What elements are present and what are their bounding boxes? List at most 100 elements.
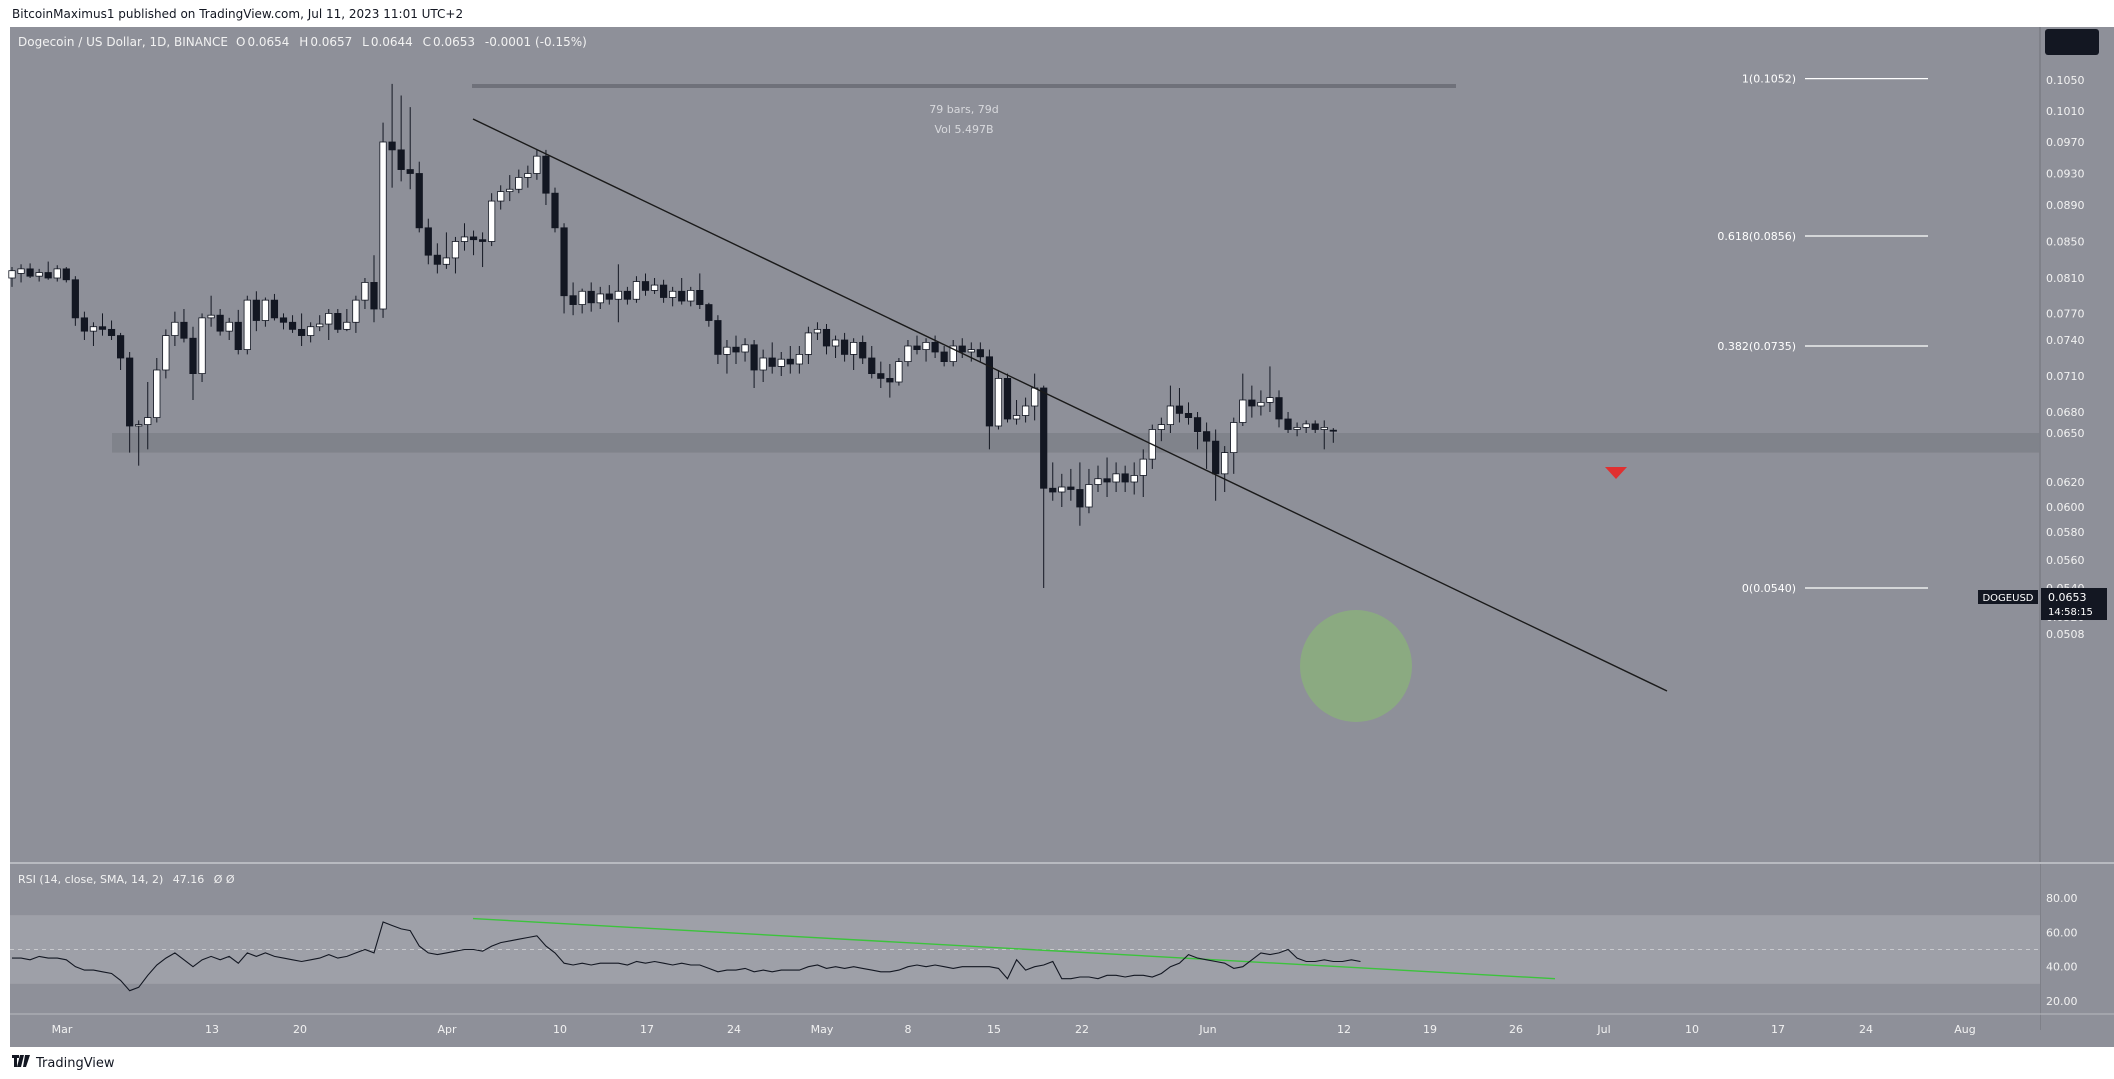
candle-body-down <box>750 344 758 371</box>
candle-body-down <box>605 293 613 300</box>
rsi-value: 47.16 <box>173 873 205 886</box>
candle <box>1275 390 1283 428</box>
time-tick: 8 <box>905 1023 912 1036</box>
chart-canvas[interactable]: 1(0.1052) 0.618(0.0856) 0.382(0.0735) 0(0.0… <box>0 0 2114 1047</box>
descending-trendline <box>472 118 1668 692</box>
candle-body-up <box>596 293 604 304</box>
candle-body-up <box>831 339 840 347</box>
candle <box>1166 385 1174 433</box>
candle-body-down <box>623 290 632 300</box>
time-tick: Apr <box>437 1023 457 1036</box>
candle-body-down <box>868 357 876 374</box>
measure-range-bar <box>472 84 1456 88</box>
candle-body-down <box>1049 487 1057 493</box>
candle <box>153 358 161 423</box>
candle-body-up <box>153 369 161 418</box>
candle-body-down <box>1121 473 1129 483</box>
candle-body-down <box>180 321 188 339</box>
candle-body-up <box>1085 484 1093 508</box>
rsi-tick: 20.00 <box>2046 995 2078 1008</box>
time-tick: 22 <box>1075 1023 1089 1036</box>
candle-body-down <box>80 317 88 332</box>
time-tick: Jul <box>1596 1023 1610 1036</box>
candle <box>795 346 803 374</box>
candle <box>958 338 966 358</box>
candle-body-down <box>1003 377 1012 420</box>
candle-body-down <box>660 284 668 298</box>
candle-body-down <box>288 321 297 330</box>
candle <box>1248 385 1256 418</box>
fib-label: 1(0.1052) <box>1742 73 1796 86</box>
candle <box>841 332 849 362</box>
candle <box>135 420 143 466</box>
candle <box>506 175 514 202</box>
candle <box>361 278 369 309</box>
candle <box>723 340 731 374</box>
candle-body-up <box>162 335 170 371</box>
settings-box[interactable] <box>2045 29 2099 55</box>
candle <box>1212 429 1220 501</box>
price-tick: 0.1050 <box>2046 74 2085 87</box>
candle-body-down <box>406 169 414 174</box>
time-tick: 13 <box>205 1023 219 1036</box>
candle <box>1040 385 1048 588</box>
candle-body-down <box>822 328 831 347</box>
candle-body-down <box>433 254 441 265</box>
price-tick: 0.0600 <box>2046 501 2085 514</box>
candle <box>316 315 324 332</box>
candle <box>994 370 1003 430</box>
candle <box>1203 422 1211 469</box>
candle-body-up <box>451 241 460 259</box>
publish-text: BitcoinMaximus1 published on TradingView… <box>12 6 464 21</box>
candle-body-up <box>144 417 152 426</box>
candle <box>297 313 306 346</box>
candle-body-up <box>1157 424 1165 430</box>
ohlc-readout: O 0.0654 H 0.0657 L 0.0644 C 0.0653 -0.0001 … <box>236 35 587 49</box>
candle-body-up <box>1320 426 1328 430</box>
candle <box>768 342 776 374</box>
candle-body-down <box>732 346 740 353</box>
candle <box>750 340 758 388</box>
candle-body-up <box>53 268 61 279</box>
candle-body-down <box>587 290 595 304</box>
candle-body-up <box>225 321 233 332</box>
candle-body-up <box>669 290 677 298</box>
candle-body-down <box>26 268 34 277</box>
candle-body-up <box>307 326 315 336</box>
candle-body-down <box>397 149 405 170</box>
candle-body-up <box>1293 426 1301 430</box>
candle <box>1193 412 1202 450</box>
change-value: -0.0001 (-0.15%) <box>485 35 587 49</box>
price-tick: 0.0580 <box>2046 526 2085 539</box>
time-axis-bg <box>10 1014 2040 1047</box>
candle-body-down <box>107 328 116 336</box>
candle-body-up <box>895 361 903 383</box>
candle <box>8 267 16 287</box>
candle-body-up <box>741 344 749 353</box>
candle-body-up <box>578 290 586 305</box>
candle <box>44 261 52 280</box>
candle <box>1139 449 1147 497</box>
time-tick: Jun <box>1198 1023 1216 1036</box>
candle-body-up <box>352 299 360 323</box>
candle-body-up <box>207 314 215 319</box>
candle-body-up <box>1221 452 1229 475</box>
c-value: 0.0653 <box>433 35 475 49</box>
price-tag-countdown: 14:58:15 <box>2048 607 2093 618</box>
candle-body-up <box>1130 475 1138 483</box>
candle-body-down <box>913 345 921 350</box>
support-zone <box>112 433 2040 453</box>
candle <box>225 317 233 340</box>
candle <box>180 309 188 343</box>
tradingview-logo-icon <box>12 1055 30 1071</box>
price-tick: 0.0930 <box>2046 168 2085 181</box>
candle <box>53 265 61 282</box>
rsi-extra: Ø Ø <box>214 873 235 886</box>
candle-body-up <box>198 317 206 375</box>
candle <box>922 338 930 362</box>
candle <box>252 291 260 332</box>
overlays-layer: 1(0.1052) 0.618(0.0856) 0.382(0.0735) 0(0.0… <box>472 73 1928 692</box>
candle <box>261 297 270 327</box>
footer-brand[interactable]: TradingView <box>36 1055 115 1071</box>
candle-body-up <box>650 284 659 291</box>
